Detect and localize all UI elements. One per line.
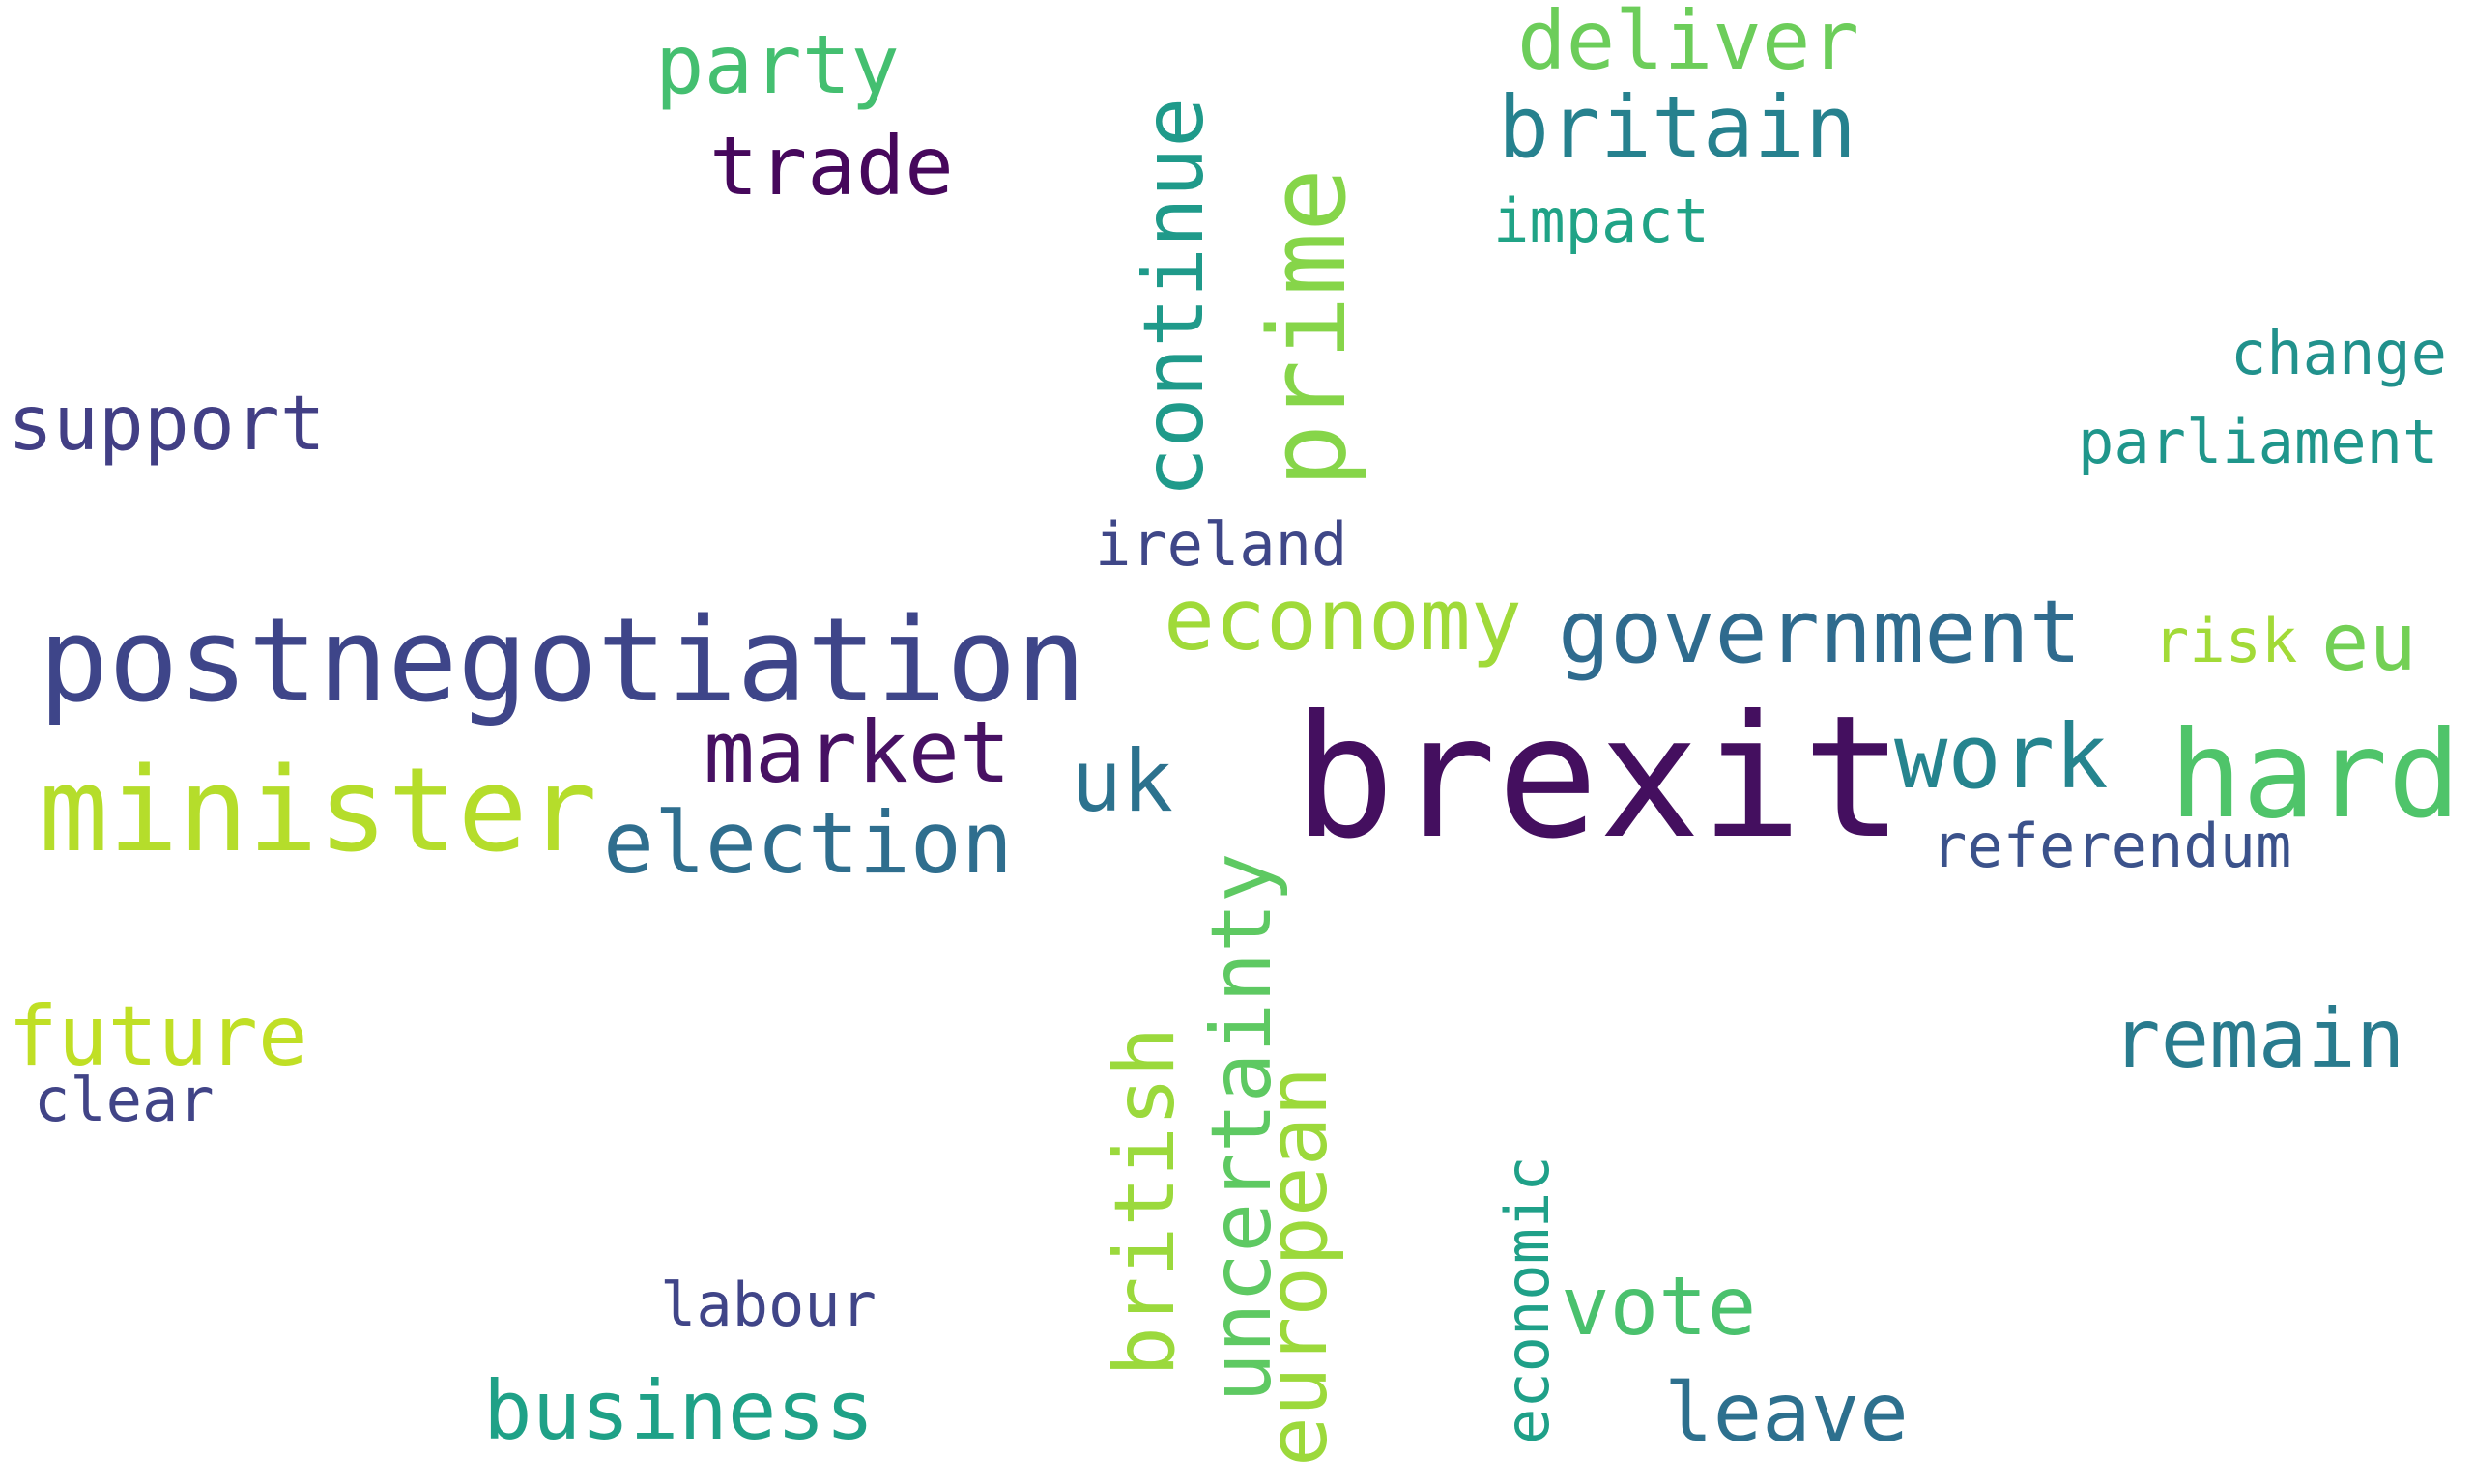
word-party: party [655, 17, 900, 112]
word-ireland: ireland [1095, 509, 1348, 580]
word-british: british [1097, 1026, 1194, 1377]
word-future: future [8, 988, 308, 1085]
word-government: government [1558, 582, 2082, 683]
word-economic: economic [1492, 1156, 1563, 1444]
word-market: market [704, 702, 1011, 802]
word-referendum: referendum [1931, 811, 2292, 881]
word-clear: clear [34, 1065, 215, 1135]
word-continue: continue [1126, 97, 1223, 498]
word-impact: impact [1493, 186, 1710, 256]
word-vote: vote [1561, 1259, 1757, 1354]
word-support: support [8, 381, 326, 468]
word-parliament: parliament [2078, 407, 2439, 477]
word-prime: prime [1246, 167, 1369, 488]
word-minister: minister [39, 744, 597, 878]
word-eu: eu [2321, 597, 2417, 689]
word-remain: remain [2112, 991, 2405, 1086]
word-economy: economy [1164, 570, 1522, 670]
word-deliver: deliver [1517, 0, 1860, 88]
word-uk: uk [1071, 731, 1173, 831]
word-election: election [603, 793, 1013, 893]
word-trade: trade [709, 119, 954, 214]
word-leave: leave [1664, 1365, 1909, 1460]
word-work: work [1894, 705, 2109, 809]
word-european: european [1250, 1066, 1346, 1467]
word-change: change [2230, 318, 2447, 388]
word-britain: britain [1498, 77, 1856, 177]
word-business: business [483, 1363, 875, 1458]
word-risk: risk [2153, 606, 2298, 676]
word-brexit: brexit [1293, 680, 1905, 876]
word-postnegotiation: postnegotiation [39, 594, 1086, 728]
word-labour: labour [660, 1270, 877, 1340]
word-hard: hard [2170, 705, 2461, 845]
